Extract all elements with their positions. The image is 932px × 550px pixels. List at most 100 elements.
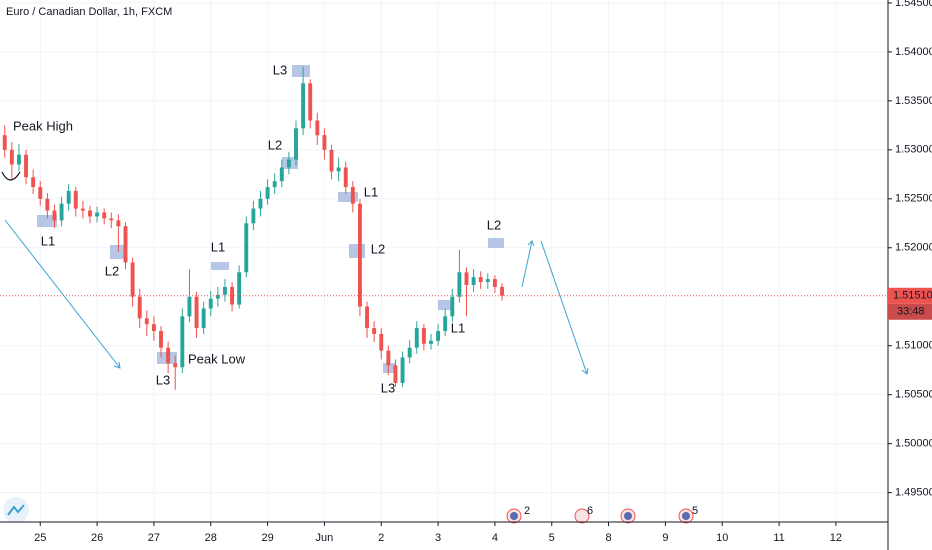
- event-icon: [624, 512, 632, 520]
- candle-body: [230, 286, 235, 305]
- candle-body: [88, 210, 92, 217]
- logo-mark: [7, 504, 25, 516]
- candle-body: [66, 190, 71, 204]
- x-tick-label: 8: [606, 532, 612, 544]
- candle-body: [80, 208, 85, 211]
- candle-body: [180, 316, 185, 368]
- candle-body: [500, 286, 504, 296]
- candle-body: [393, 365, 398, 383]
- candle-body: [151, 324, 156, 332]
- annotation: L3: [156, 372, 170, 387]
- candle-body: [322, 135, 327, 150]
- candle-body: [9, 149, 14, 165]
- candle-body: [308, 83, 313, 121]
- candle-body: [315, 120, 320, 136]
- y-tick-label: 1.52000: [895, 242, 932, 254]
- last-price-label: 1.51510: [893, 290, 932, 302]
- candle-body: [215, 294, 220, 299]
- candle-body: [357, 203, 362, 307]
- y-tick-label: 1.52500: [895, 193, 932, 205]
- annotation: L2: [268, 137, 282, 152]
- events: 2 6 5: [506, 505, 698, 524]
- candle-body: [294, 128, 298, 160]
- level-box: [211, 262, 229, 270]
- candle-body: [223, 286, 227, 295]
- annotation: L2: [487, 217, 501, 232]
- candle-body: [38, 187, 43, 199]
- candle-body: [301, 83, 306, 129]
- event-count: 6: [587, 505, 593, 517]
- x-tick-label: 11: [773, 532, 784, 544]
- candles: [2, 66, 504, 390]
- level-box: [110, 245, 126, 259]
- candle-body: [429, 340, 433, 344]
- candle-body: [272, 181, 277, 188]
- candle-body: [485, 279, 490, 283]
- y-tick-label: 1.50500: [895, 389, 932, 401]
- annotation: L1: [364, 184, 378, 199]
- x-tick-label: 3: [435, 532, 441, 544]
- candle-body: [237, 272, 242, 305]
- x-tick-label: 25: [34, 532, 46, 544]
- y-tick-label: 1.54000: [895, 46, 932, 58]
- x-tick-label: Jun: [316, 532, 334, 544]
- level-box: [349, 244, 365, 258]
- candle-body: [109, 218, 114, 221]
- y-tick-label: 1.49500: [895, 487, 932, 499]
- candle-body: [244, 223, 249, 273]
- level-box: [37, 215, 57, 227]
- candle-body: [450, 296, 455, 317]
- candle-body: [350, 187, 355, 204]
- annotations: Peak High L1 L2 L3 Peak Low L1 L2 L3 L1 …: [13, 62, 501, 395]
- candle-body: [144, 318, 149, 325]
- arrow: [521, 240, 535, 288]
- candle-body: [336, 167, 341, 172]
- candle-body: [137, 296, 142, 319]
- x-tick-label: 26: [91, 532, 103, 544]
- level-box: [292, 65, 310, 77]
- candle-body: [379, 333, 384, 351]
- event-count: 2: [524, 505, 530, 517]
- candle-body: [464, 272, 469, 285]
- candle-body: [31, 177, 36, 188]
- x-tick-label: 5: [549, 532, 555, 544]
- candle-body: [52, 210, 57, 221]
- candle-body: [329, 149, 334, 172]
- level-box: [438, 300, 452, 310]
- candle-body: [414, 328, 419, 348]
- candle-body: [343, 167, 348, 188]
- x-tick-label: 9: [662, 532, 668, 544]
- annotation: L2: [371, 241, 385, 256]
- candle-body: [286, 159, 291, 168]
- annotation: Peak Low: [188, 351, 246, 366]
- x-tick-label: 12: [830, 532, 842, 544]
- y-tick-label: 1.50000: [895, 438, 932, 450]
- candle-body: [400, 357, 405, 383]
- countdown-label: 33:48: [897, 306, 925, 318]
- candle-body: [421, 328, 426, 344]
- candle-body: [102, 212, 107, 219]
- level-box: [383, 363, 395, 373]
- annotation: L1: [211, 239, 225, 254]
- grid: [0, 0, 888, 522]
- logo: [3, 497, 29, 523]
- candle-body: [251, 208, 256, 224]
- y-tick-label: 1.51000: [895, 340, 932, 352]
- candle-body: [59, 203, 64, 221]
- annotation: L3: [381, 380, 395, 395]
- candle-body: [95, 212, 100, 217]
- event-icon: [510, 512, 518, 520]
- event-count: 5: [692, 505, 698, 517]
- candle-body: [173, 363, 178, 368]
- level-box: [488, 238, 504, 248]
- level-box: [338, 192, 358, 202]
- chart-title: Euro / Canadian Dollar, 1h, FXCM: [6, 6, 172, 18]
- candle-body: [116, 220, 121, 227]
- candle-body: [159, 331, 163, 348]
- candle-body: [443, 316, 448, 332]
- candle-body: [436, 331, 441, 341]
- candle-body: [279, 167, 284, 182]
- annotation: L1: [451, 320, 465, 335]
